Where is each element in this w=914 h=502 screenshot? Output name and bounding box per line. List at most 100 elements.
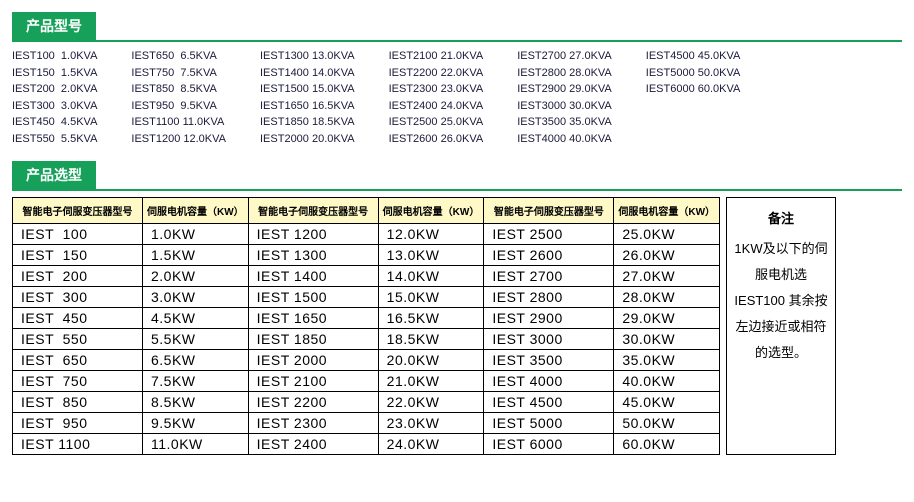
model-row: IEST650 6.5KVA [131,48,226,65]
cell-model: IEST 1100 [13,434,143,455]
cell-capacity: 4.5KW [143,308,249,329]
table-row: IEST 1501.5KWIEST 130013.0KWIEST 260026.… [13,245,720,266]
col-header-capacity: 伺服电机容量（KW） [614,198,720,224]
model-row: IEST100 1.0KVA [12,48,97,65]
selection-wrap: 智能电子伺服变压器型号伺服电机容量（KW）智能电子伺服变压器型号伺服电机容量（K… [12,197,902,455]
cell-model: IEST 3500 [484,350,614,371]
table-row: IEST 7507.5KWIEST 210021.0KWIEST 400040.… [13,371,720,392]
model-row: IEST2100 21.0KVA [389,48,484,65]
model-row: IEST1300 13.0KVA [260,48,355,65]
table-row: IEST 4504.5KWIEST 165016.5KWIEST 290029.… [13,308,720,329]
model-column: IEST100 1.0KVAIEST150 1.5KVAIEST200 2.0K… [12,48,97,147]
model-row: IEST150 1.5KVA [12,65,97,82]
model-row: IEST2200 22.0KVA [389,65,484,82]
model-column: IEST2100 21.0KVAIEST2200 22.0KVAIEST2300… [389,48,484,147]
cell-model: IEST 2400 [248,434,378,455]
cell-model: IEST 1200 [248,224,378,245]
cell-capacity: 45.0KW [614,392,720,413]
cell-model: IEST 150 [13,245,143,266]
cell-model: IEST 300 [13,287,143,308]
cell-model: IEST 2900 [484,308,614,329]
model-row: IEST1400 14.0KVA [260,65,355,82]
cell-capacity: 40.0KW [614,371,720,392]
model-row: IEST850 8.5KVA [131,81,226,98]
remarks-box: 备注 1KW及以下的伺服电机选IEST100 其余按左边接近或相符的选型。 [726,197,836,455]
col-header-capacity: 伺服电机容量（KW） [143,198,249,224]
table-row: IEST 9509.5KWIEST 230023.0KWIEST 500050.… [13,413,720,434]
cell-capacity: 26.0KW [614,245,720,266]
model-row: IEST5000 50.0KVA [646,65,741,82]
model-row: IEST200 2.0KVA [12,81,97,98]
table-row: IEST 110011.0KWIEST 240024.0KWIEST 60006… [13,434,720,455]
cell-capacity: 21.0KW [378,371,484,392]
model-column: IEST1300 13.0KVAIEST1400 14.0KVAIEST1500… [260,48,355,147]
cell-capacity: 5.5KW [143,329,249,350]
table-row: IEST 6506.5KWIEST 200020.0KWIEST 350035.… [13,350,720,371]
model-row: IEST1650 16.5KVA [260,98,355,115]
model-row: IEST2500 25.0KVA [389,114,484,131]
section-header-models: 产品型号 [12,12,902,42]
cell-capacity: 7.5KW [143,371,249,392]
model-row: IEST2600 26.0KVA [389,131,484,148]
table-row: IEST 3003.0KWIEST 150015.0KWIEST 280028.… [13,287,720,308]
model-row: IEST750 7.5KVA [131,65,226,82]
cell-capacity: 2.0KW [143,266,249,287]
cell-model: IEST 2700 [484,266,614,287]
cell-capacity: 9.5KW [143,413,249,434]
cell-model: IEST 200 [13,266,143,287]
cell-model: IEST 4500 [484,392,614,413]
cell-model: IEST 5000 [484,413,614,434]
model-row: IEST2700 27.0KVA [517,48,612,65]
cell-model: IEST 2000 [248,350,378,371]
cell-model: IEST 2300 [248,413,378,434]
cell-model: IEST 4000 [484,371,614,392]
model-row: IEST1850 18.5KVA [260,114,355,131]
cell-capacity: 6.5KW [143,350,249,371]
model-row: IEST2800 28.0KVA [517,65,612,82]
col-header-capacity: 伺服电机容量（KW） [378,198,484,224]
section-title-selection: 产品选型 [12,161,96,189]
cell-capacity: 11.0KW [143,434,249,455]
cell-capacity: 20.0KW [378,350,484,371]
cell-model: IEST 950 [13,413,143,434]
cell-capacity: 8.5KW [143,392,249,413]
cell-capacity: 15.0KW [378,287,484,308]
cell-model: IEST 2200 [248,392,378,413]
cell-capacity: 30.0KW [614,329,720,350]
model-row: IEST950 9.5KVA [131,98,226,115]
cell-model: IEST 450 [13,308,143,329]
model-row: IEST300 3.0KVA [12,98,97,115]
model-row: IEST2900 29.0KVA [517,81,612,98]
cell-model: IEST 2600 [484,245,614,266]
model-row: IEST4000 40.0KVA [517,131,612,148]
section-title-models: 产品型号 [12,12,96,40]
model-row: IEST550 5.5KVA [12,131,97,148]
model-list: IEST100 1.0KVAIEST150 1.5KVAIEST200 2.0K… [12,48,902,147]
cell-model: IEST 2800 [484,287,614,308]
cell-model: IEST 1850 [248,329,378,350]
cell-capacity: 27.0KW [614,266,720,287]
cell-capacity: 28.0KW [614,287,720,308]
cell-model: IEST 2500 [484,224,614,245]
col-header-model: 智能电子伺服变压器型号 [484,198,614,224]
cell-capacity: 29.0KW [614,308,720,329]
table-row: IEST 2002.0KWIEST 140014.0KWIEST 270027.… [13,266,720,287]
cell-capacity: 1.0KW [143,224,249,245]
remarks-title: 备注 [733,206,829,232]
col-header-model: 智能电子伺服变压器型号 [13,198,143,224]
cell-capacity: 16.5KW [378,308,484,329]
cell-model: IEST 550 [13,329,143,350]
cell-model: IEST 3000 [484,329,614,350]
cell-capacity: 25.0KW [614,224,720,245]
cell-model: IEST 1300 [248,245,378,266]
cell-model: IEST 2100 [248,371,378,392]
cell-capacity: 14.0KW [378,266,484,287]
model-row: IEST1500 15.0KVA [260,81,355,98]
model-row: IEST450 4.5KVA [12,114,97,131]
col-header-model: 智能电子伺服变压器型号 [248,198,378,224]
table-row: IEST 1001.0KWIEST 120012.0KWIEST 250025.… [13,224,720,245]
cell-capacity: 12.0KW [378,224,484,245]
cell-model: IEST 1650 [248,308,378,329]
cell-capacity: 35.0KW [614,350,720,371]
cell-model: IEST 650 [13,350,143,371]
